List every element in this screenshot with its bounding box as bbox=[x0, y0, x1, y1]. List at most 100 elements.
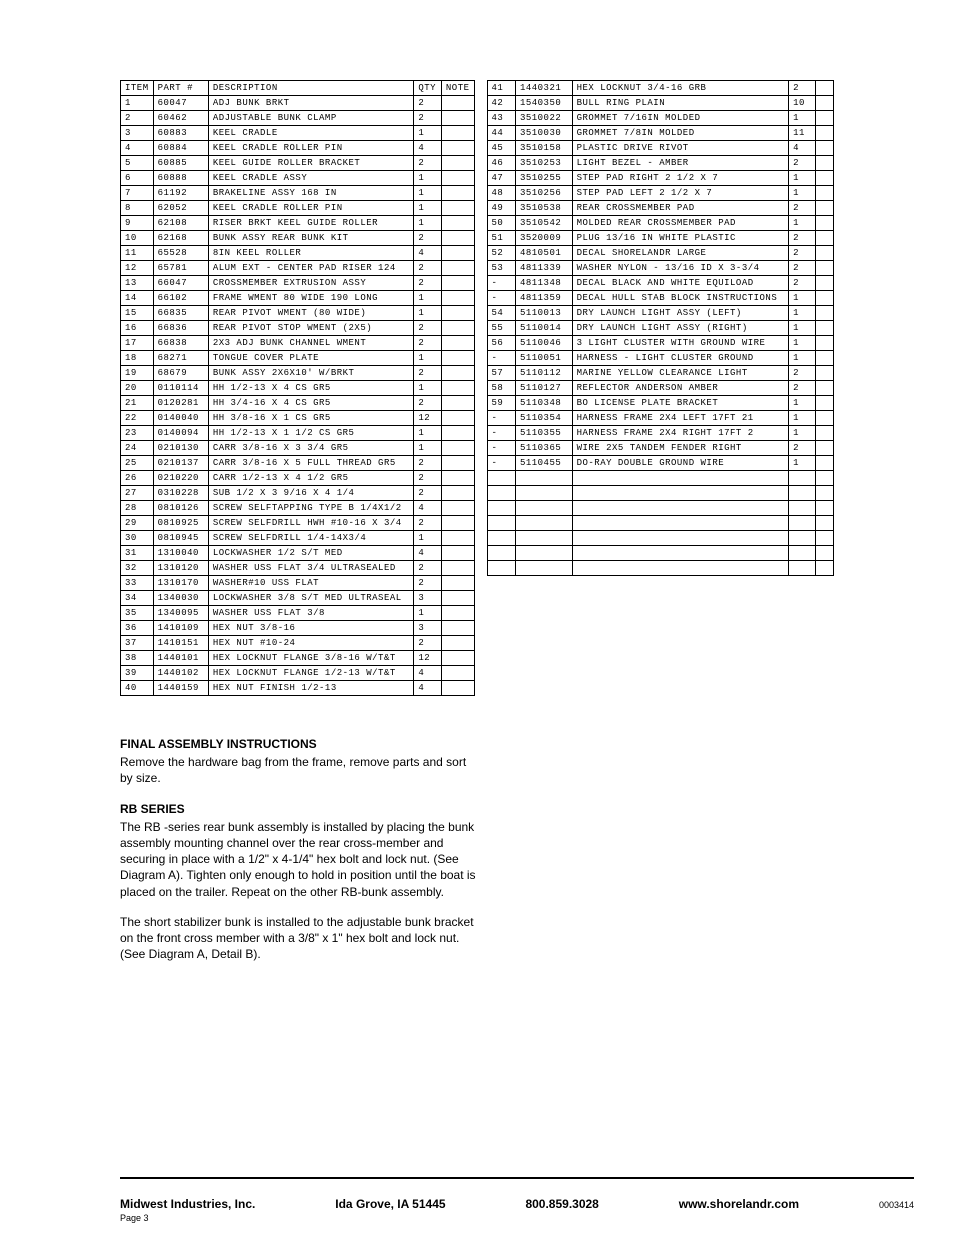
table-cell: 11 bbox=[121, 246, 154, 261]
table-cell: 11 bbox=[789, 126, 816, 141]
table-cell: 2 bbox=[789, 231, 816, 246]
table-cell: HH 3/8-16 X 1 CS GR5 bbox=[208, 411, 414, 426]
table-cell: 1 bbox=[414, 351, 442, 366]
table-row: 585110127REFLECTOR ANDERSON AMBER2 bbox=[487, 381, 833, 396]
table-cell: - bbox=[487, 276, 515, 291]
table-row: 411440321HEX LOCKNUT 3/4-16 GRB2 bbox=[487, 81, 833, 96]
table-row: 1366047CROSSMEMBER EXTRUSION ASSY2 bbox=[121, 276, 475, 291]
table-cell: 10 bbox=[121, 231, 154, 246]
table-row: 331310170WASHER#10 USS FLAT2 bbox=[121, 576, 475, 591]
table-cell: 5110051 bbox=[515, 351, 572, 366]
table-cell: 3 LIGHT CLUSTER WITH GROUND WIRE bbox=[572, 336, 789, 351]
table-cell: 1340095 bbox=[153, 606, 208, 621]
col-note: NOTE bbox=[441, 81, 474, 96]
table-cell: - bbox=[487, 291, 515, 306]
table-cell: - bbox=[487, 411, 515, 426]
table-cell: SUB 1/2 X 3 9/16 X 4 1/4 bbox=[208, 486, 414, 501]
table-cell bbox=[487, 531, 515, 546]
page-container: ITEM PART # DESCRIPTION QTY NOTE 160047A… bbox=[0, 0, 954, 1235]
table-cell: REAR PIVOT WMENT (80 WIDE) bbox=[208, 306, 414, 321]
table-row: 473510255STEP PAD RIGHT 2 1/2 X 71 bbox=[487, 171, 833, 186]
table-cell: 38 bbox=[121, 651, 154, 666]
table-cell: HH 3/4-16 X 4 CS GR5 bbox=[208, 396, 414, 411]
table-cell: 1310120 bbox=[153, 561, 208, 576]
table-cell: 1 bbox=[414, 381, 442, 396]
table-cell: 18 bbox=[121, 351, 154, 366]
table-cell bbox=[441, 336, 474, 351]
table-cell: KEEL CRADLE ROLLER PIN bbox=[208, 141, 414, 156]
table-row: 290810925SCREW SELFDRILL HWH #10-16 X 3/… bbox=[121, 516, 475, 531]
table-cell bbox=[487, 486, 515, 501]
table-cell: 12 bbox=[414, 411, 442, 426]
table-row: 1466102FRAME WMENT 80 WIDE 190 LONG1 bbox=[121, 291, 475, 306]
table-cell bbox=[441, 531, 474, 546]
table-cell: 2 bbox=[414, 486, 442, 501]
table-cell: STEP PAD LEFT 2 1/2 X 7 bbox=[572, 186, 789, 201]
table-cell: 1310170 bbox=[153, 576, 208, 591]
table-cell: 4 bbox=[414, 681, 442, 696]
table-cell: 5110365 bbox=[515, 441, 572, 456]
table-cell: 2 bbox=[414, 231, 442, 246]
table-row: -5110455DO-RAY DOUBLE GROUND WIRE1 bbox=[487, 456, 833, 471]
table-cell: DECAL BLACK AND WHITE EQUILOAD bbox=[572, 276, 789, 291]
table-cell: 2 bbox=[121, 111, 154, 126]
table-cell: 62108 bbox=[153, 216, 208, 231]
table-row bbox=[487, 531, 833, 546]
table-cell: 2 bbox=[789, 261, 816, 276]
table-cell: DO-RAY DOUBLE GROUND WIRE bbox=[572, 456, 789, 471]
table-cell: 0140040 bbox=[153, 411, 208, 426]
table-cell: REAR CROSSMEMBER PAD bbox=[572, 201, 789, 216]
table-cell: 0810925 bbox=[153, 516, 208, 531]
table-cell: 57 bbox=[487, 366, 515, 381]
table-row: 524810501DECAL SHORELANDR LARGE2 bbox=[487, 246, 833, 261]
table-cell: STEP PAD RIGHT 2 1/2 X 7 bbox=[572, 171, 789, 186]
instructions-para-1: Remove the hardware bag from the frame, … bbox=[120, 754, 480, 786]
table-row: 433510022GROMMET 7/16IN MOLDED1 bbox=[487, 111, 833, 126]
table-cell bbox=[441, 276, 474, 291]
table-cell bbox=[815, 201, 833, 216]
table-cell: GROMMET 7/8IN MOLDED bbox=[572, 126, 789, 141]
table-cell bbox=[815, 366, 833, 381]
table-cell: LIGHT BEZEL - AMBER bbox=[572, 156, 789, 171]
table-row: 1868271TONGUE COVER PLATE1 bbox=[121, 351, 475, 366]
table-cell: 60462 bbox=[153, 111, 208, 126]
table-cell bbox=[441, 501, 474, 516]
table-cell: KEEL CRADLE bbox=[208, 126, 414, 141]
table-cell bbox=[441, 486, 474, 501]
table-cell: 1410109 bbox=[153, 621, 208, 636]
table-cell bbox=[441, 396, 474, 411]
parts-table-right: 411440321HEX LOCKNUT 3/4-16 GRB242154035… bbox=[487, 80, 834, 576]
table-cell: LOCKWASHER 3/8 S/T MED ULTRASEAL bbox=[208, 591, 414, 606]
table-cell bbox=[789, 531, 816, 546]
table-row: 391440102HEX LOCKNUT FLANGE 1/2-13 W/T&T… bbox=[121, 666, 475, 681]
table-cell: LOCKWASHER 1/2 S/T MED bbox=[208, 546, 414, 561]
table-cell: 3510255 bbox=[515, 171, 572, 186]
table-cell: 60885 bbox=[153, 156, 208, 171]
table-cell: 1440101 bbox=[153, 651, 208, 666]
table-cell: 3510253 bbox=[515, 156, 572, 171]
table-cell: 55 bbox=[487, 321, 515, 336]
table-row: 513520009PLUG 13/16 IN WHITE PLASTIC2 bbox=[487, 231, 833, 246]
table-cell: HEX NUT #10-24 bbox=[208, 636, 414, 651]
table-cell: 0140094 bbox=[153, 426, 208, 441]
table-cell bbox=[815, 396, 833, 411]
table-cell bbox=[441, 216, 474, 231]
parts-table-right-body: 411440321HEX LOCKNUT 3/4-16 GRB242154035… bbox=[487, 81, 833, 576]
table-cell: CROSSMEMBER EXTRUSION ASSY bbox=[208, 276, 414, 291]
table-cell bbox=[789, 546, 816, 561]
table-cell: 5110013 bbox=[515, 306, 572, 321]
table-cell: CARR 1/2-13 X 4 1/2 GR5 bbox=[208, 471, 414, 486]
table-cell: 62052 bbox=[153, 201, 208, 216]
table-cell bbox=[572, 486, 789, 501]
instructions-heading-final: FINAL ASSEMBLY INSTRUCTIONS bbox=[120, 736, 480, 752]
table-cell bbox=[815, 96, 833, 111]
table-cell: 66836 bbox=[153, 321, 208, 336]
table-row: 660888KEEL CRADLE ASSY1 bbox=[121, 171, 475, 186]
table-row: 200110114HH 1/2-13 X 4 CS GR51 bbox=[121, 381, 475, 396]
table-cell: 3 bbox=[414, 621, 442, 636]
table-cell bbox=[815, 111, 833, 126]
table-cell: BUNK ASSY 2X6X10' W/BRKT bbox=[208, 366, 414, 381]
table-row: 321310120WASHER USS FLAT 3/4 ULTRASEALED… bbox=[121, 561, 475, 576]
table-cell: REAR PIVOT STOP WMENT (2X5) bbox=[208, 321, 414, 336]
table-cell: 6 bbox=[121, 171, 154, 186]
